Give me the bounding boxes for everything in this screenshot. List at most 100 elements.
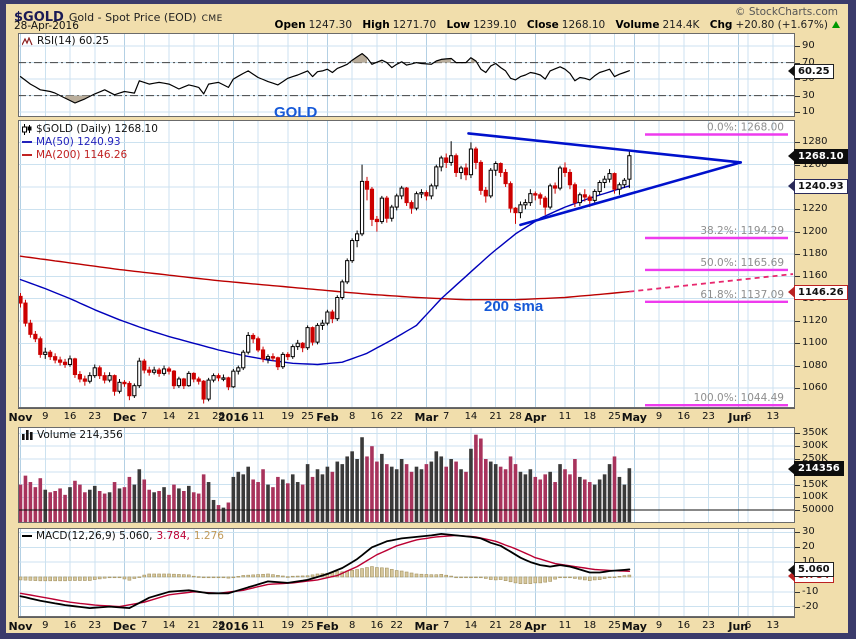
volume-value: 214.4K <box>662 19 700 31</box>
price-legend: $GOLD (Daily) 1268.10 <box>22 123 158 135</box>
y-axis-label: 250K <box>795 453 850 465</box>
x-axis-label: 13 <box>766 620 780 631</box>
x-axis-label: May <box>621 411 647 424</box>
y-axis-label: 150K <box>795 479 850 491</box>
y-axis-label: 1160 <box>795 270 850 282</box>
y-axis-label: 90 <box>795 40 850 52</box>
high-value: 1271.70 <box>392 19 437 31</box>
x-axis-label: 19 <box>281 411 295 422</box>
close-label: Close <box>526 19 559 31</box>
chart-title-row: $GOLD Gold - Spot Price (EOD) CME <box>14 6 223 25</box>
axis-value-tag: 5.060 <box>788 562 834 578</box>
x-axis-label: 21 <box>187 620 201 631</box>
x-axis-label: 28 <box>212 411 225 422</box>
x-axis-label: 21 <box>489 411 503 422</box>
close-value: 1268.10 <box>561 19 606 31</box>
volume-panel <box>18 427 795 523</box>
x-axis-label: 25 <box>608 411 621 422</box>
svg-text:38.2%: 1194.29: 38.2%: 1194.29 <box>700 225 784 237</box>
ma200-swatch-icon <box>22 154 32 156</box>
macd-panel <box>18 528 795 617</box>
rsi-panel <box>18 33 795 117</box>
x-axis-label: 14 <box>162 620 176 631</box>
volume-label: Volume <box>615 19 660 31</box>
axis-value-tag: 1268.10 <box>788 148 848 164</box>
x-axis-label: 23 <box>702 620 715 631</box>
volume-bars-icon <box>22 430 33 440</box>
rsi-legend-label: RSI(14) 60.25 <box>37 35 110 47</box>
date-axis: Nov 9 16 23 Dec 7 14 21 28 2016 11 19 25 Feb 8 16 22 Mar 7… <box>9 408 795 425</box>
change-up-icon <box>832 21 840 28</box>
x-axis-label: Nov <box>8 620 33 633</box>
x-axis-label: 8 <box>348 620 356 631</box>
y-axis-label: 100K <box>795 491 850 503</box>
y-axis-label: 30 <box>795 526 850 538</box>
candlestick-icon <box>22 123 32 135</box>
x-axis-label: Feb <box>316 411 339 424</box>
quote-bar: Open 1247.30 High 1271.70 Low 1239.10 Close… <box>268 19 840 31</box>
axis-value-tag: 1240.93 <box>788 178 848 194</box>
macd-signal-value: 3.784, <box>156 530 190 542</box>
x-axis-label: 11 <box>251 620 265 631</box>
axis-value-tag: 60.25 <box>788 63 834 79</box>
x-axis-label: Mar <box>414 411 439 424</box>
x-axis-label: 16 <box>370 411 384 422</box>
y-axis-label: -20 <box>795 601 850 613</box>
x-axis-label: 21 <box>187 411 201 422</box>
x-axis-label: 6 <box>744 620 752 631</box>
x-axis-label: 13 <box>766 411 780 422</box>
x-axis-label: 6 <box>744 411 752 422</box>
x-axis-label: Feb <box>316 620 339 633</box>
open-label: Open <box>274 19 306 31</box>
y-axis-label: 1260 <box>795 159 850 171</box>
x-axis-label: 16 <box>677 620 691 631</box>
x-axis-label: 11 <box>558 620 572 631</box>
x-axis-label: 16 <box>63 620 77 631</box>
indicator-icon <box>22 36 33 45</box>
x-axis-label: 22 <box>390 411 404 422</box>
volume-legend-label: Volume 214,356 <box>37 429 123 441</box>
x-axis-label: 23 <box>702 411 715 422</box>
copyright-link[interactable]: © StockCharts.com <box>735 6 838 18</box>
y-axis-label: 30 <box>795 90 850 102</box>
price-panel: 0.0%: 1268.00 38.2%: 1194.29 50.0%: 1165.6… <box>18 120 795 408</box>
y-axis-label: 50000 <box>795 504 850 516</box>
x-axis-label: 2016 <box>218 411 249 424</box>
x-axis-label: 9 <box>42 620 49 631</box>
x-axis-label: 18 <box>583 411 597 422</box>
ma200-legend: MA(200) 1146.26 <box>22 149 127 161</box>
macd-legend: MACD(12,26,9) 5.060, 3.784, 1.276 <box>22 530 224 542</box>
x-axis-label: 28 <box>212 620 225 631</box>
y-axis-label: 10 <box>795 106 850 118</box>
y-axis-label: 1100 <box>795 337 850 349</box>
x-axis-label: 16 <box>370 620 384 631</box>
chart-paper: $GOLD Gold - Spot Price (EOD) CME 28-Apr-2… <box>6 4 848 633</box>
y-axis-label: 20 <box>795 541 850 553</box>
x-axis-label: Jun <box>728 411 749 424</box>
x-axis-label: 25 <box>301 620 314 631</box>
y-axis-label: 1180 <box>795 248 850 260</box>
y-axis-label: 1200 <box>795 226 850 238</box>
x-axis-label: Mar <box>414 620 439 633</box>
price-legend-label: $GOLD (Daily) 1268.10 <box>36 123 158 135</box>
ma50-swatch-icon <box>22 141 32 143</box>
chg-value: +20.80 (+1.67%) <box>735 19 828 31</box>
x-axis-label: 14 <box>464 411 478 422</box>
y-axis-label: 300K <box>795 440 850 452</box>
x-axis-label: May <box>621 620 647 633</box>
x-axis-label: 16 <box>677 411 691 422</box>
axis-value-tag: 214356 <box>788 461 844 477</box>
x-axis-label: 19 <box>281 620 295 631</box>
volume-legend: Volume 214,356 <box>22 429 123 441</box>
x-axis-label: 25 <box>301 411 314 422</box>
date-axis-bottom: Nov 9 16 23 Dec 7 14 21 28 2016 11 19 25 Feb 8 16 22 Mar 7… <box>9 617 795 634</box>
x-axis-label: Apr <box>524 411 547 424</box>
ma200-legend-label: MA(200) 1146.26 <box>36 149 128 161</box>
x-axis-label: 2016 <box>218 620 249 633</box>
high-label: High <box>362 19 390 31</box>
chart-annotation: GOLD <box>274 104 318 121</box>
chart-title: Gold - Spot Price (EOD) <box>68 11 197 24</box>
x-axis-label: 14 <box>162 411 176 422</box>
x-axis-label: Jun <box>728 620 749 633</box>
open-value: 1247.30 <box>308 19 353 31</box>
